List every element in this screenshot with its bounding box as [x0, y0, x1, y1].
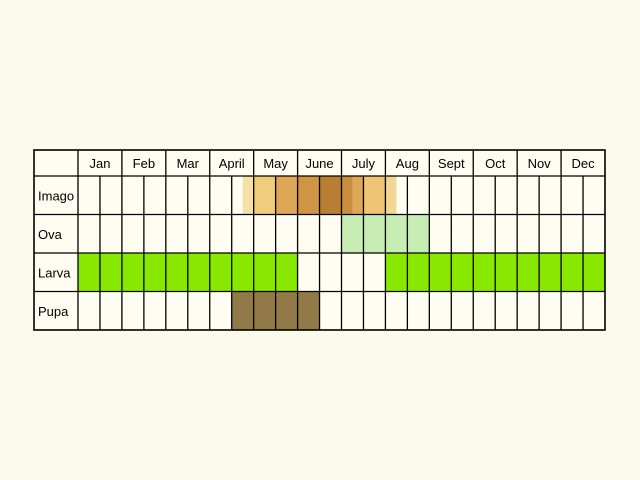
month-label: Aug [396, 156, 419, 171]
imago-period-5 [341, 176, 353, 215]
table-grid [33, 149, 606, 331]
table-labels: Jan Feb Mar April May June July Aug Sept Oct Nov De… [38, 156, 595, 319]
month-label: Feb [133, 156, 155, 171]
month-label: Nov [528, 156, 552, 171]
month-label: June [305, 156, 333, 171]
month-label: Jan [89, 156, 110, 171]
imago-period-4 [319, 176, 342, 215]
stage-label: Larva [38, 265, 71, 280]
imago-period-3 [297, 176, 320, 215]
imago-period-6 [352, 176, 364, 215]
imago-period-1 [253, 176, 276, 215]
month-label: May [263, 156, 288, 171]
month-label: Dec [571, 156, 595, 171]
imago-period-0 [242, 176, 254, 215]
month-label: July [352, 156, 376, 171]
month-label: Mar [177, 156, 200, 171]
imago-period-7 [363, 176, 386, 215]
stage-label: Imago [38, 188, 74, 203]
stage-label: Pupa [38, 304, 69, 319]
month-label: April [219, 156, 245, 171]
month-label: Sept [438, 156, 465, 171]
stage-label: Ova [38, 227, 63, 242]
month-label: Oct [485, 156, 506, 171]
imago-period-8 [385, 176, 397, 215]
imago-period-2 [275, 176, 298, 215]
